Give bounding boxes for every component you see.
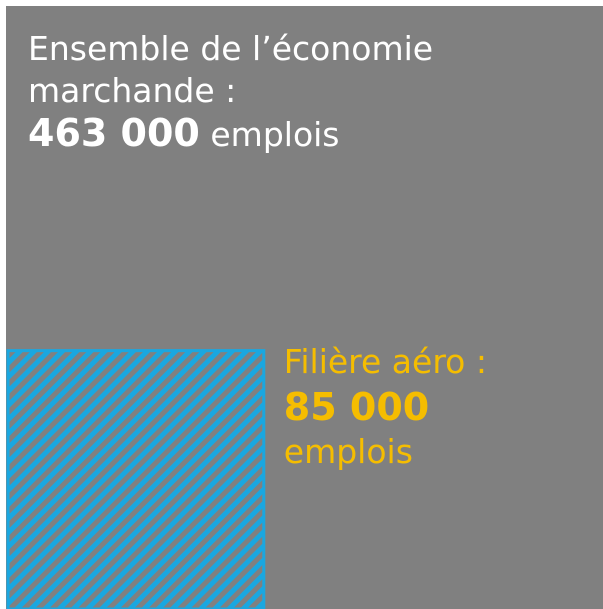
part-square xyxy=(6,349,266,609)
series-name: Filière aéro : xyxy=(283,341,487,381)
series-name: Ensemble de l’économie marchande : xyxy=(28,29,434,110)
unit: emplois xyxy=(283,431,413,471)
value-label: 85 000 xyxy=(283,384,430,429)
unit: emplois xyxy=(210,115,340,154)
value-line: 463 000 emplois xyxy=(28,112,498,156)
square-label: Filière aéro :85 000 emplois xyxy=(284,341,574,473)
value-label: 463 000 xyxy=(28,111,200,155)
square-label: Ensemble de l’économie marchande :463 00… xyxy=(28,28,498,156)
